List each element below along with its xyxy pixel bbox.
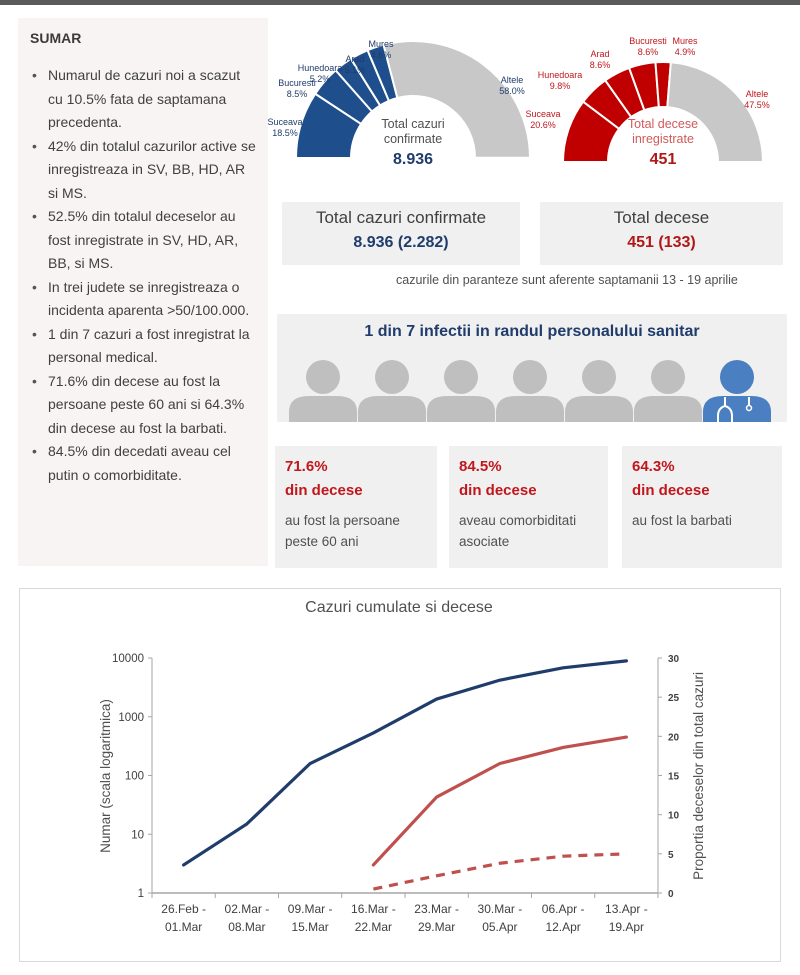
death-card-subtitle: din decese <box>459 482 537 499</box>
gauge-slice-pct: 18.5% <box>272 128 298 138</box>
medical-person-icon <box>703 360 771 422</box>
death-card-pct: 71.6% <box>285 458 328 475</box>
cases-gauge-label-2: confirmate <box>384 132 442 146</box>
death-card-subtitle: din decese <box>632 482 710 499</box>
summary-item: Numarul de cazuri noi a scazut cu 10.5% … <box>30 64 256 135</box>
deaths-gauge-value: 451 <box>650 151 677 168</box>
death-card-pct: 64.3% <box>632 458 675 475</box>
summary-item: 52.5% din totalul deceselor au fost inre… <box>30 205 256 276</box>
total-cases-box: Total cazuri confirmate 8.936 (2.282) <box>282 202 520 265</box>
gauge-slice-pct: 20.6% <box>530 120 556 130</box>
summary-item: In trei judete se inregistreaza o incide… <box>30 276 256 323</box>
person-icon <box>427 360 495 422</box>
gauge-slice-name: Suceava <box>525 109 560 119</box>
gauge-slice-name: Bucuresti <box>278 78 316 88</box>
cases-gauge-value: 8.936 <box>393 151 433 168</box>
gauge-slice-name: Arad <box>590 49 609 59</box>
gauge-slice-altele <box>666 61 765 163</box>
person-icon <box>496 360 564 422</box>
person-icon <box>358 360 426 422</box>
cases-gauge-label-1: Total cazuri <box>381 117 444 131</box>
gauge-slice-pct: 8.5% <box>287 89 308 99</box>
total-deaths-label: Total decese <box>613 208 710 227</box>
summary-item: 84.5% din decedati aveau cel putin o com… <box>30 440 256 487</box>
deaths-gauge: Suceava 20.6% Hunedoara 9.8% Arad 8.6% Bucures… <box>525 20 785 180</box>
gauge-slice-name: Hunedoara <box>538 70 583 80</box>
gauge-slice-name: Altele <box>501 75 524 85</box>
gauge-slice-name: Hunedoara <box>298 63 343 73</box>
gauge-slice-name: Mures <box>672 36 698 46</box>
total-cases-value: 8.936 (2.282) <box>353 234 449 251</box>
total-deaths-box: Total decese 451 (133) <box>540 202 783 265</box>
death-card-desc: au fost la persoane peste 60 ani <box>285 513 400 549</box>
medical-staff-title: 1 din 7 infectii in randul personalului … <box>364 323 700 340</box>
death-card-pct: 84.5% <box>459 458 502 475</box>
cases-gauge: Suceava 18.5% Bucuresti 8.5% Hunedoara 5.2% Ar… <box>267 20 532 180</box>
chart-frame <box>19 588 781 962</box>
gauge-slice-pct: 58.0% <box>499 86 525 96</box>
death-card-age: 71.6% din decese au fost la persoane pes… <box>275 446 437 568</box>
death-card-men: 64.3% din decese au fost la barbati <box>622 446 782 568</box>
summary-title: SUMAR <box>30 30 82 46</box>
gauge-slice-pct: 5.2% <box>310 74 331 84</box>
total-cases-label: Total cazuri confirmate <box>315 208 487 227</box>
gauge-slice-name: Arad <box>345 54 364 64</box>
summary-list: Numarul de cazuri noi a scazut cu 10.5% … <box>30 64 256 487</box>
death-card-desc: au fost la barbati <box>632 513 732 528</box>
summary-item: 42% din totalul cazurilor active se inre… <box>30 135 256 206</box>
gauge-slice-pct: 9.8% <box>550 81 571 91</box>
summary-item: 71.6% din decese au fost la persoane pes… <box>30 370 256 441</box>
gauge-slice-pct: 4.6% <box>371 50 392 60</box>
death-card-desc: aveau comorbiditati asociate <box>459 513 577 549</box>
person-icon <box>289 360 357 422</box>
gauge-slice-name: Suceava <box>267 117 302 127</box>
gauge-slice-pct: 47.5% <box>744 100 770 110</box>
deaths-gauge-svg: Suceava20.6%Hunedoara9.8%Arad8.6%Bucures… <box>525 36 770 168</box>
top-bar <box>0 0 800 5</box>
gauge-slice-pct: 4.9% <box>675 47 696 57</box>
gauge-slice-pct: 5.1% <box>345 65 366 75</box>
summary-item: 1 din 7 cazuri a fost inregistrat la per… <box>30 323 256 370</box>
gauge-slice-pct: 8.6% <box>638 47 659 57</box>
total-deaths-value: 451 (133) <box>627 234 696 251</box>
gauge-slice-altele <box>382 40 532 159</box>
deaths-gauge-label-2: inregistrate <box>632 132 694 146</box>
medical-staff-panel: 1 din 7 infectii in randul personalului … <box>277 314 787 422</box>
death-card-subtitle: din decese <box>285 482 363 499</box>
totals-note: cazurile din paranteze sunt aferente sap… <box>396 273 738 287</box>
person-icon <box>634 360 702 422</box>
deaths-gauge-label-1: Total decese <box>628 117 698 131</box>
gauge-slice-name: Bucuresti <box>629 36 667 46</box>
gauge-slice-pct: 8.6% <box>590 60 611 70</box>
death-card-comorbidities: 84.5% din decese aveau comorbiditati aso… <box>449 446 608 568</box>
gauge-slice-name: Mures <box>368 39 394 49</box>
gauge-slice-name: Altele <box>746 89 769 99</box>
summary-panel: SUMAR Numarul de cazuri noi a scazut cu … <box>18 18 268 566</box>
person-icon <box>565 360 633 422</box>
